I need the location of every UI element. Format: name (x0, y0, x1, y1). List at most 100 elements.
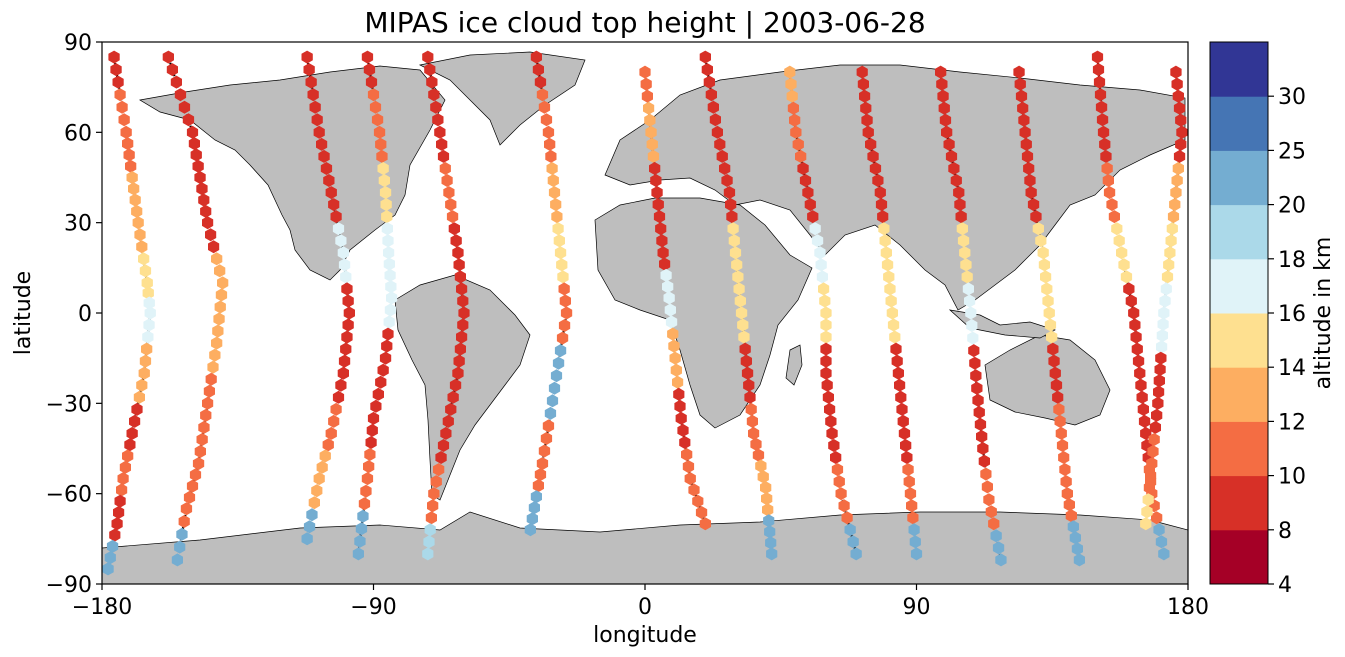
cloud-marker (1024, 174, 1036, 187)
cloud-marker (1153, 374, 1165, 388)
cloud-marker (1018, 113, 1030, 127)
cloud-marker (122, 137, 134, 151)
cloud-marker (361, 50, 374, 64)
cloud-marker (556, 331, 569, 345)
cloud-marker (320, 162, 333, 175)
cloud-marker (790, 125, 802, 139)
cloud-marker (1151, 511, 1163, 525)
cloud-marker (1067, 520, 1079, 534)
cloud-marker (674, 399, 686, 413)
cloud-marker (901, 451, 913, 464)
cloud-marker (376, 149, 388, 163)
cloud-marker (826, 426, 838, 440)
cloud-marker (192, 457, 205, 471)
y-tick-label: 60 (64, 121, 92, 146)
x-tick-label: 180 (1167, 595, 1209, 620)
cloud-marker (453, 354, 465, 368)
cloud-marker (665, 315, 678, 329)
cloud-marker (1017, 101, 1029, 115)
cloud-marker (385, 280, 397, 294)
cloud-marker (908, 523, 920, 537)
cloud-marker (903, 475, 915, 489)
cloud-marker (342, 294, 354, 308)
cloud-marker (309, 100, 321, 114)
cloud-marker (962, 282, 974, 296)
cloud-marker (821, 378, 833, 392)
cloud-marker (363, 460, 375, 474)
cloud-marker (381, 222, 393, 236)
cloud-marker (142, 286, 154, 300)
cloud-marker (536, 457, 549, 471)
cloud-marker (200, 408, 212, 422)
cloud-marker (174, 88, 187, 102)
cloud-marker (995, 553, 1007, 567)
cloud-marker (892, 366, 904, 380)
cloud-marker (1175, 137, 1187, 151)
cloud-marker (976, 430, 988, 443)
cloud-marker (884, 282, 896, 296)
cloud-marker (212, 324, 224, 338)
cloud-marker (802, 186, 814, 200)
cloud-marker (194, 171, 206, 184)
cloud-marker (143, 296, 155, 310)
cloud-marker (546, 162, 558, 175)
cloud-marker (551, 210, 563, 224)
cloud-marker (328, 198, 340, 212)
cloud-marker (452, 246, 464, 260)
cloud-marker (1159, 294, 1171, 308)
cloud-marker (1092, 63, 1105, 77)
cloud-marker (1160, 282, 1172, 296)
cloud-marker (738, 330, 750, 344)
cloud-marker (1151, 408, 1163, 422)
cloud-marker (948, 162, 960, 175)
y-tick-label: −90 (46, 573, 92, 598)
cloud-marker (714, 137, 726, 151)
cloud-marker (383, 257, 395, 271)
cloud-marker (906, 499, 918, 513)
cloud-marker (1059, 463, 1071, 477)
cloud-marker (983, 493, 995, 507)
cloud-marker (120, 125, 132, 139)
cloud-marker (795, 149, 807, 163)
cloud-marker (1155, 535, 1168, 549)
cloud-marker (544, 406, 557, 420)
cloud-marker (1013, 65, 1025, 79)
cloud-marker (731, 258, 743, 272)
cloud-marker (833, 475, 845, 489)
cloud-marker (1113, 234, 1125, 248)
cloud-marker (183, 490, 196, 504)
cloud-marker (139, 354, 152, 368)
cloud-marker (119, 460, 131, 474)
cloud-marker (809, 222, 821, 236)
cloud-marker (381, 210, 393, 224)
cloud-marker (1146, 457, 1158, 471)
cloud-marker (1158, 547, 1170, 561)
cloud-marker (367, 411, 380, 425)
cloud-marker (126, 426, 138, 440)
cloud-marker (761, 492, 773, 506)
cloud-marker (956, 222, 968, 236)
cloud-marker (1091, 50, 1104, 64)
cloud-marker (967, 331, 979, 345)
cloud-marker (108, 50, 120, 64)
cloud-marker (361, 472, 374, 486)
cloud-marker (114, 494, 126, 508)
cloud-marker (117, 472, 129, 486)
cloud-marker (957, 234, 970, 248)
cloud-marker (424, 523, 436, 537)
cloud-marker (667, 327, 679, 341)
cloud-marker (1054, 414, 1066, 428)
cloud-marker (557, 270, 569, 284)
cloud-marker (534, 75, 547, 89)
cloud-marker (113, 506, 125, 519)
cloud-marker (874, 186, 886, 200)
colorbar-band (1210, 150, 1268, 206)
cloud-marker (316, 460, 328, 474)
cloud-marker (1100, 149, 1112, 163)
cloud-marker (456, 282, 468, 296)
cloud-marker (859, 89, 871, 103)
cloud-marker (707, 100, 719, 114)
x-axis: −180 −90 0 90 180 (72, 584, 1209, 620)
cloud-marker (375, 137, 387, 151)
cloud-marker (545, 149, 557, 163)
